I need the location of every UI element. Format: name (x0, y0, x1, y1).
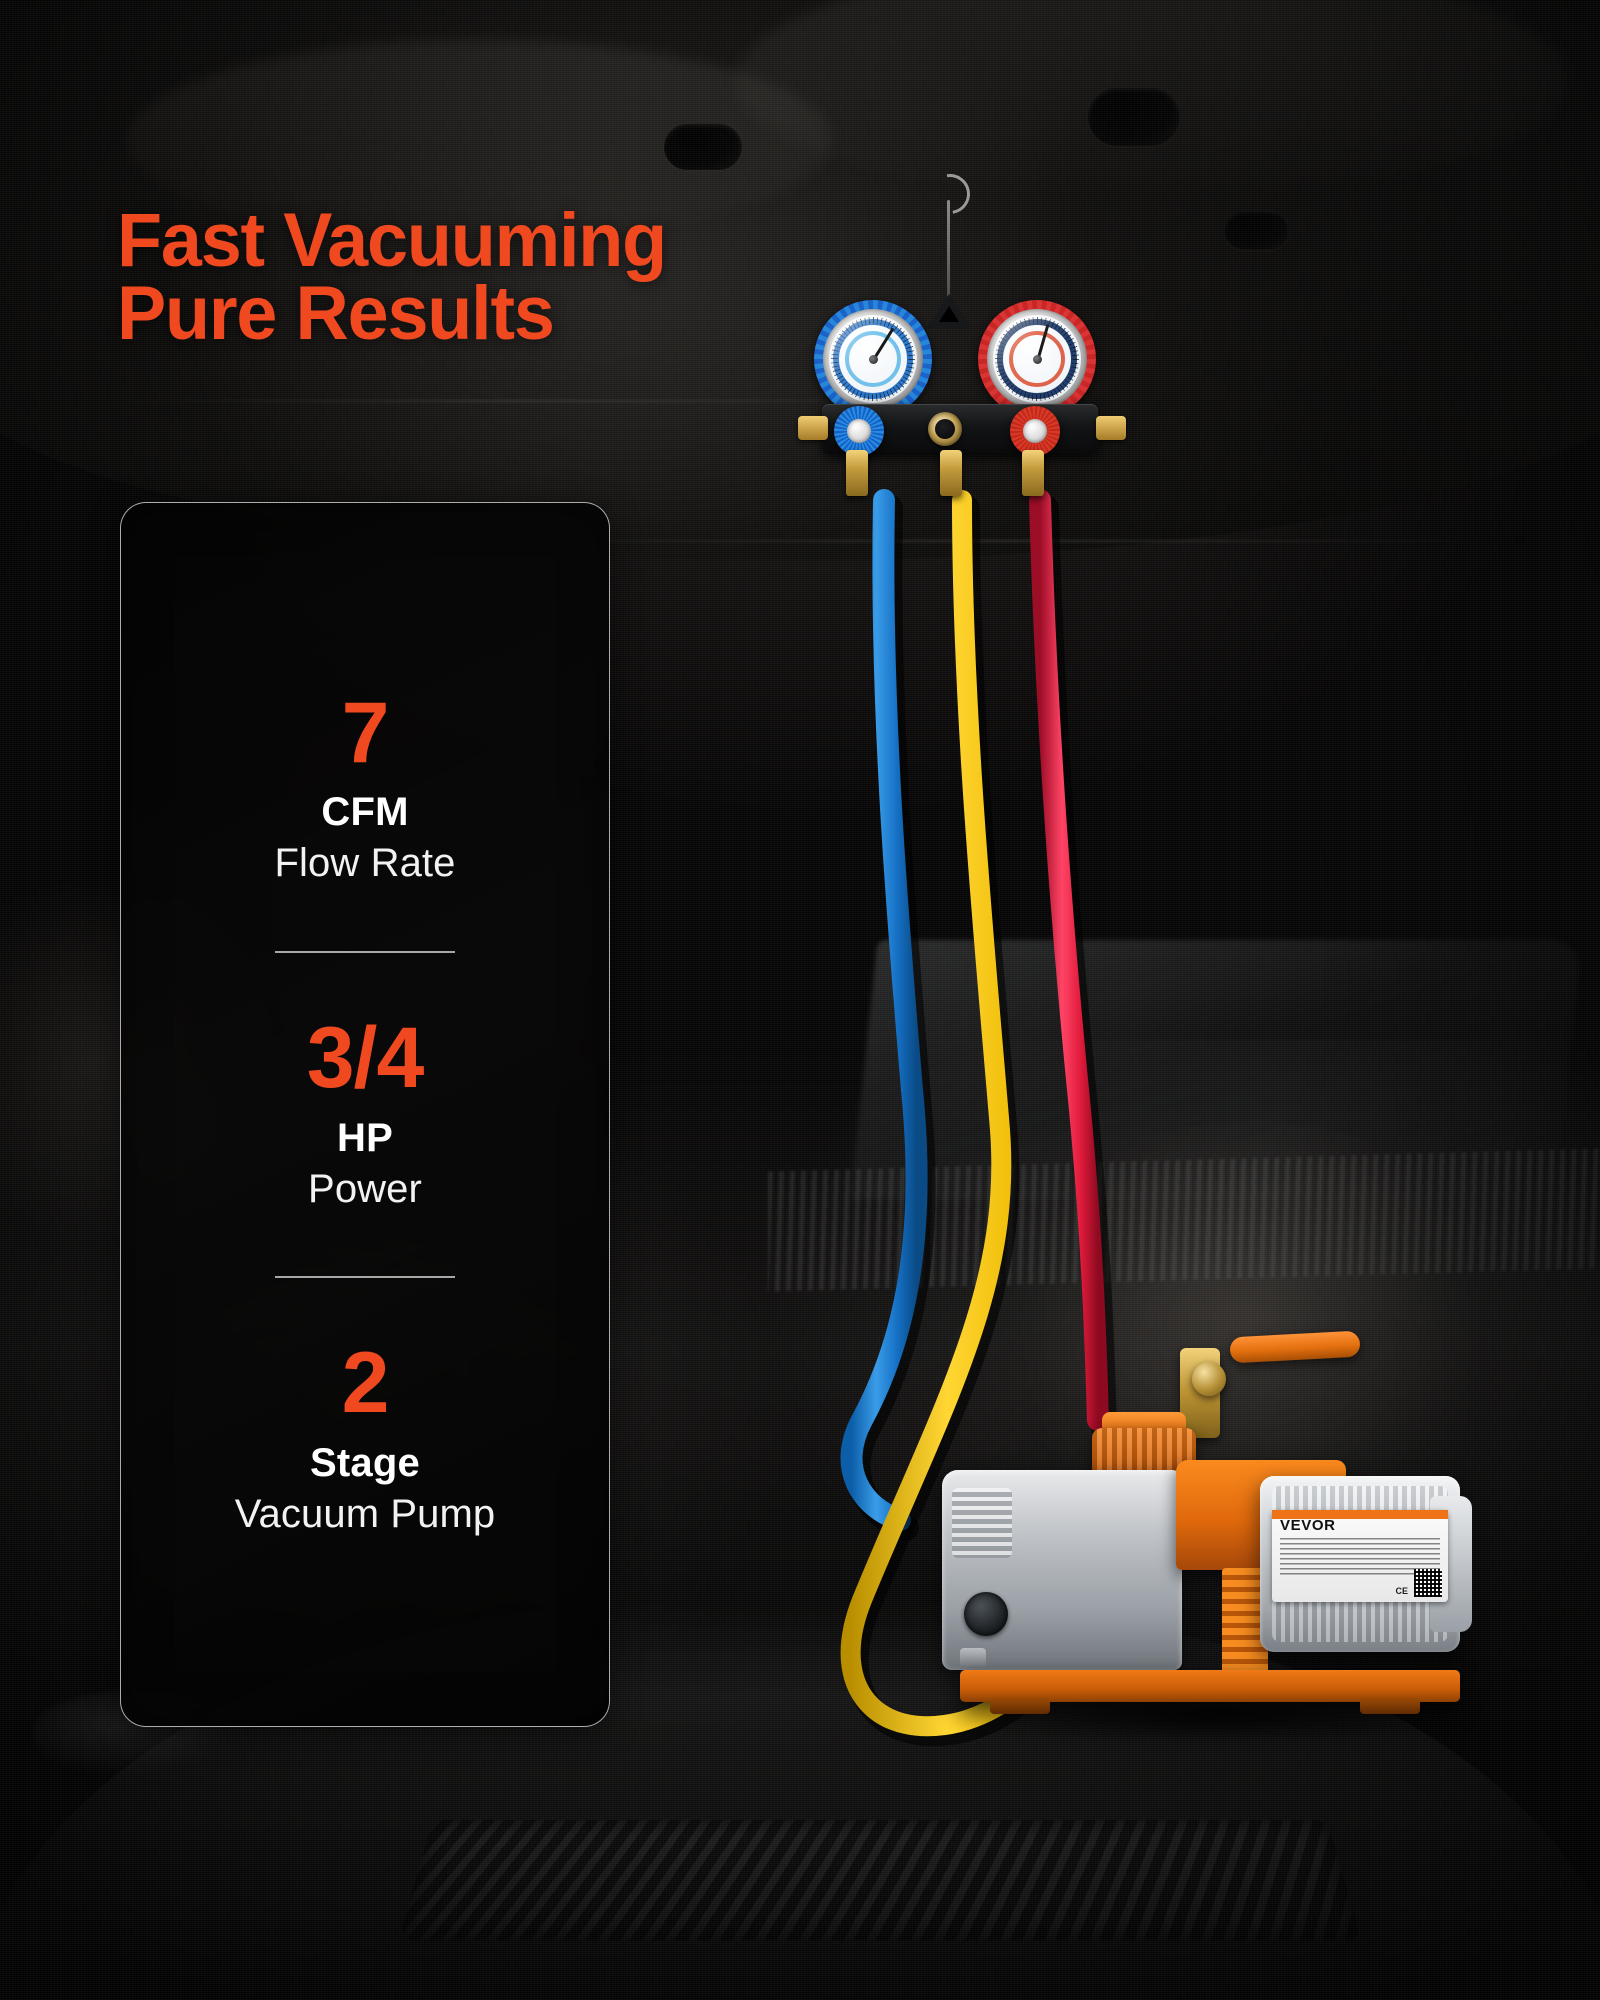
product-spec-label: VEVOR CE (1272, 1510, 1448, 1602)
pump-valve-knob (1192, 1362, 1226, 1396)
gauge-hub (1032, 354, 1042, 364)
gauge-face (993, 315, 1081, 403)
spec-description: Power (308, 1166, 422, 1211)
spec-item-power: 3/4 HP Power (147, 1009, 583, 1220)
pump-foot (990, 1698, 1050, 1714)
spec-divider (275, 950, 455, 953)
spec-description: Flow Rate (274, 841, 456, 886)
hose-fitting-blue (846, 450, 868, 496)
hood-vent-hole (1088, 88, 1180, 146)
headline: Fast Vacuuming Pure Results (117, 132, 667, 424)
low-side-valve-knob (834, 406, 884, 456)
brand-name: VEVOR (1280, 1517, 1336, 1534)
pump-body-fins (952, 1488, 1012, 1558)
low-pressure-gauge (814, 300, 932, 418)
ac-manifold-gauge-set (798, 200, 1126, 550)
spec-unit: HP (337, 1115, 393, 1160)
manifold-sight-glass (928, 412, 962, 446)
spec-item-flow-rate: 7 CFM Flow Rate (147, 684, 583, 895)
spec-card: 7 CFM Flow Rate 3/4 HP Power 2 Stage Vac… (120, 502, 610, 1727)
cowl-vent (768, 1148, 1600, 1292)
ce-mark: CE (1395, 1586, 1408, 1596)
oil-sight-glass (964, 1592, 1008, 1636)
hanger-hook-icon (947, 200, 950, 304)
pump-carry-handle (1229, 1330, 1361, 1364)
headline-line-2: Pure Results (117, 270, 555, 356)
manifold-side-port-right (1096, 416, 1126, 440)
spec-value: 3/4 (306, 1009, 425, 1106)
spec-value: 7 (341, 684, 390, 781)
manifold-side-port-left (798, 416, 828, 440)
vacuum-pump: VEVOR CE (930, 1300, 1490, 1744)
qr-code-icon (1414, 1569, 1442, 1597)
gauge-face (829, 315, 917, 403)
hanger-bracket (927, 294, 971, 328)
high-side-valve-knob (1010, 406, 1060, 456)
spec-unit: CFM (321, 790, 409, 835)
spec-item-stage: 2 Stage Vacuum Pump (147, 1334, 583, 1545)
grille (397, 1820, 1363, 1941)
hose-fitting-yellow (940, 450, 962, 496)
oil-drain-valve (960, 1648, 986, 1668)
hood-vent-hole (1224, 210, 1290, 250)
hose-fitting-red (1022, 450, 1044, 496)
spec-description: Vacuum Pump (234, 1492, 496, 1537)
pump-foot (1360, 1698, 1420, 1714)
hood-vent-hole (664, 124, 742, 170)
high-pressure-gauge (978, 300, 1096, 418)
spec-divider (275, 1276, 455, 1279)
spec-value: 2 (341, 1335, 390, 1432)
label-accent-strip (1272, 1510, 1448, 1519)
gauge-hub (868, 354, 878, 364)
spec-unit: Stage (310, 1440, 420, 1485)
